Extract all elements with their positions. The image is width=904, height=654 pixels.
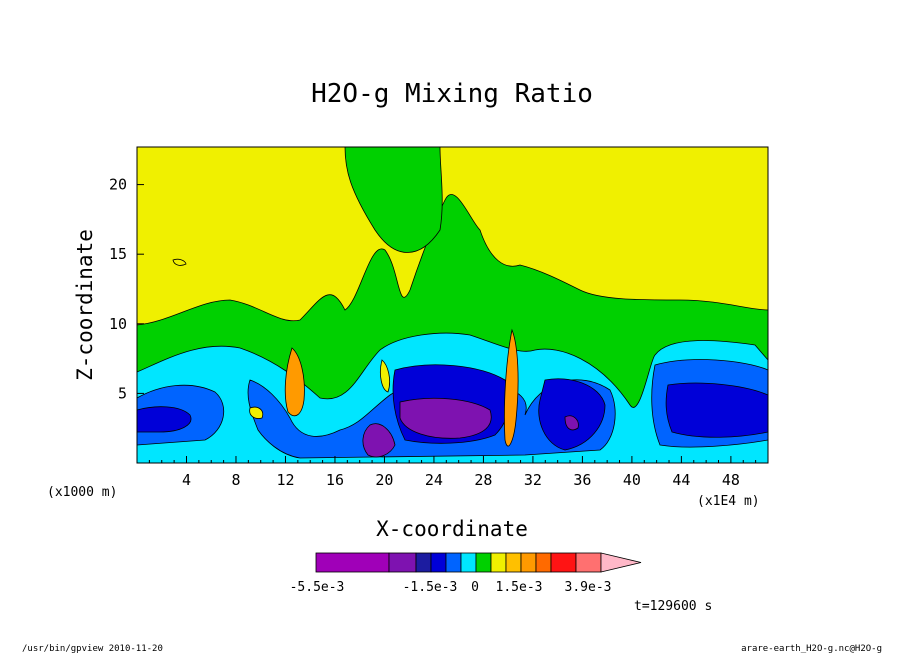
- y-axis-label: Z-coordinate: [73, 229, 97, 381]
- time-label: t=129600 s: [634, 599, 712, 614]
- x-axis-label: X-coordinate: [376, 517, 528, 541]
- x-tick-label: 12: [276, 471, 294, 489]
- x-tick-label: 36: [573, 471, 591, 489]
- footer-right: arare-earth_H2O-g.nc@H2O-g: [741, 644, 882, 654]
- y-tick-label: 10: [109, 315, 127, 333]
- x-tick-label: 48: [722, 471, 740, 489]
- footer-left: /usr/bin/gpview 2010-11-20: [22, 644, 163, 654]
- colorbar-label: -1.5e-3: [403, 580, 458, 595]
- colorbar-segment: [535, 552, 552, 573]
- colorbar-segment: [505, 552, 522, 573]
- x-tick-label: 20: [375, 471, 393, 489]
- x-tick-label: 44: [672, 471, 690, 489]
- colorbar-segment: [490, 552, 507, 573]
- x-ticks: 4 8 12 16 20 24 28 32 36 40 44 48: [148, 456, 757, 489]
- x-tick-label: 4: [182, 471, 191, 489]
- colorbar: [315, 552, 642, 573]
- field-yellow-spots: [172, 258, 390, 419]
- x-tick-label: 8: [231, 471, 240, 489]
- y-tick-label: 15: [109, 245, 127, 263]
- colorbar-segment: [550, 552, 577, 573]
- colorbar-segment: [475, 552, 492, 573]
- colorbar-label: 3.9e-3: [565, 580, 612, 595]
- colorbar-labels: -5.5e-3 -1.5e-3 0 1.5e-3 3.9e-3: [290, 580, 612, 595]
- colorbar-segment: [315, 552, 390, 573]
- colorbar-label: -5.5e-3: [290, 580, 345, 595]
- x-units-label: (x1000 m): [47, 485, 117, 500]
- x-tick-label: 28: [474, 471, 492, 489]
- y-tick-label: 20: [109, 176, 127, 194]
- field-orange: [284, 328, 519, 447]
- plot-frame: [136, 146, 769, 464]
- y-tick-label: 5: [118, 384, 127, 402]
- colorbar-extension: [600, 552, 642, 573]
- chart-title: H2O-g Mixing Ratio: [311, 79, 593, 109]
- colorbar-segment: [415, 552, 432, 573]
- colorbar-segment: [430, 552, 447, 573]
- x-tick-label: 16: [326, 471, 344, 489]
- contour-fields: [137, 147, 768, 463]
- field-purple: [362, 397, 579, 458]
- colorbar-segment: [575, 552, 602, 573]
- colorbar-segment: [388, 552, 417, 573]
- colorbar-segment: [445, 552, 462, 573]
- colorbar-segment: [520, 552, 537, 573]
- x-tick-label: 40: [623, 471, 641, 489]
- y-ticks: 5 10 15 20: [109, 176, 144, 402]
- colorbar-label: 0: [471, 580, 479, 595]
- x-tick-label: 24: [425, 471, 443, 489]
- field-green-column: [344, 147, 443, 253]
- x-scale-label: (x1E4 m): [697, 494, 760, 509]
- x-tick-label: 32: [524, 471, 542, 489]
- colorbar-segment: [460, 552, 477, 573]
- colorbar-label: 1.5e-3: [496, 580, 543, 595]
